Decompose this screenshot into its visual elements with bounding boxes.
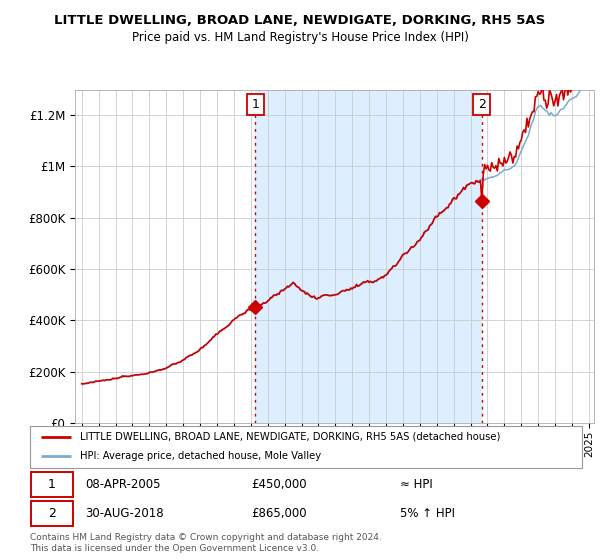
Text: LITTLE DWELLING, BROAD LANE, NEWDIGATE, DORKING, RH5 5AS (detached house): LITTLE DWELLING, BROAD LANE, NEWDIGATE, … [80, 432, 500, 442]
Bar [256, 90, 482, 423]
Text: 1: 1 [48, 478, 56, 491]
Text: 1: 1 [251, 98, 259, 111]
Text: 5% ↑ HPI: 5% ↑ HPI [400, 507, 455, 520]
Text: £450,000: £450,000 [251, 478, 307, 491]
Text: 2: 2 [48, 507, 56, 520]
FancyBboxPatch shape [31, 501, 73, 526]
Text: ≈ HPI: ≈ HPI [400, 478, 433, 491]
Text: LITTLE DWELLING, BROAD LANE, NEWDIGATE, DORKING, RH5 5AS: LITTLE DWELLING, BROAD LANE, NEWDIGATE, … [55, 14, 545, 27]
Text: 2: 2 [478, 98, 485, 111]
Text: 08-APR-2005: 08-APR-2005 [85, 478, 161, 491]
FancyBboxPatch shape [31, 472, 73, 497]
Text: HPI: Average price, detached house, Mole Valley: HPI: Average price, detached house, Mole… [80, 451, 321, 461]
Text: £865,000: £865,000 [251, 507, 307, 520]
Text: Contains HM Land Registry data © Crown copyright and database right 2024.
This d: Contains HM Land Registry data © Crown c… [30, 533, 382, 553]
Text: Price paid vs. HM Land Registry's House Price Index (HPI): Price paid vs. HM Land Registry's House … [131, 31, 469, 44]
Text: 30-AUG-2018: 30-AUG-2018 [85, 507, 164, 520]
